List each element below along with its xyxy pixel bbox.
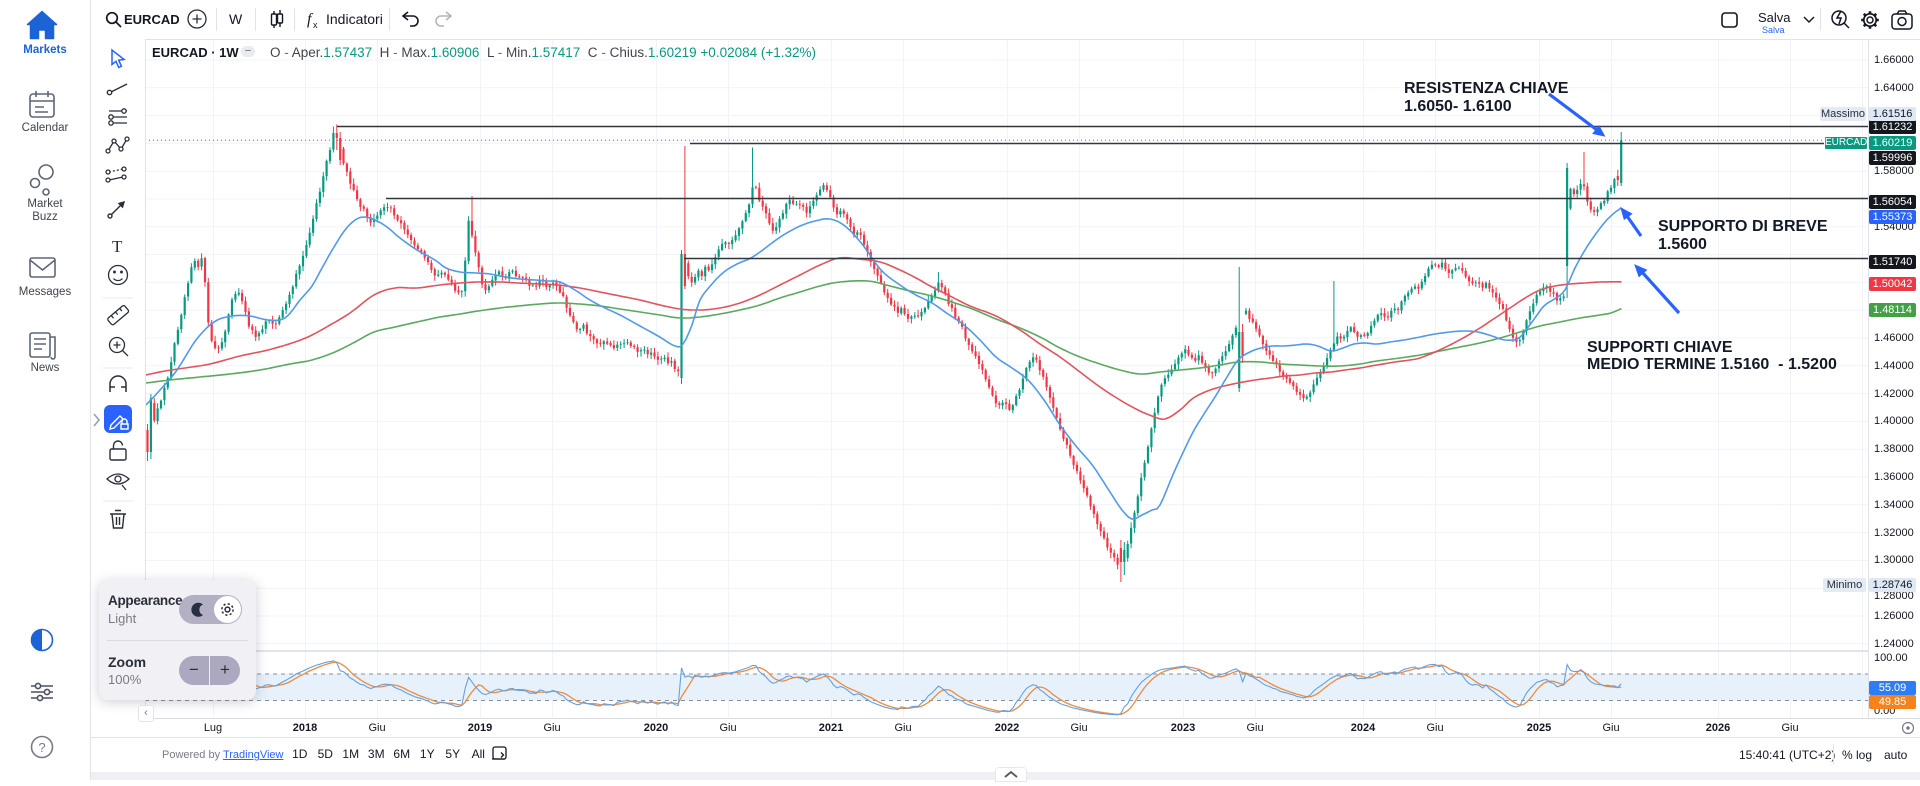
svg-text:Indicatori: Indicatori — [326, 11, 383, 27]
svg-text:T: T — [112, 237, 123, 256]
svg-text:Salva: Salva — [1762, 25, 1785, 35]
svg-text:f: f — [307, 11, 314, 28]
svg-text:W: W — [229, 11, 243, 27]
svg-text:x: x — [313, 20, 318, 30]
svg-text:Salva: Salva — [1758, 10, 1791, 25]
svg-text:EURCAD: EURCAD — [124, 12, 180, 27]
svg-text:?: ? — [38, 740, 45, 755]
